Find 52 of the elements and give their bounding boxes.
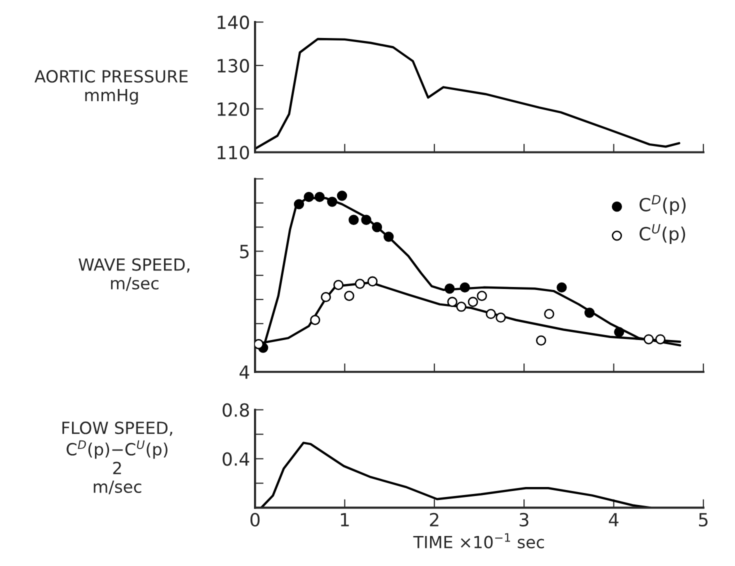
point (460, 282, 470, 293)
point (304, 192, 314, 202)
point (536, 335, 546, 346)
point (486, 308, 496, 320)
x-tick-label: 0 (250, 512, 260, 527)
point (556, 282, 567, 293)
text: FLOW SPEED, C$^{D}$(p)−C$^{U}$(p) 2 m/sec (62, 422, 172, 494)
legend-label: C$^{D}$(p) (640, 195, 686, 215)
point (361, 214, 372, 225)
point (496, 312, 506, 323)
point (444, 284, 455, 294)
point (333, 280, 344, 290)
y-tick-label: 130 (218, 58, 249, 73)
legend-label: C$^{U}$(p) (640, 224, 686, 244)
x-tick-label: 2 (430, 512, 438, 526)
x-tick-label: 1 (340, 513, 349, 526)
y-tick-label: 0.8 (222, 403, 249, 417)
y-tick-label: 120 (218, 102, 249, 116)
y-tick-label: 140 (218, 16, 249, 30)
point (354, 278, 366, 289)
point (314, 192, 325, 202)
point (310, 314, 320, 326)
x-tick-label: 4 (608, 513, 618, 526)
point (255, 339, 264, 350)
point (614, 326, 624, 338)
point (655, 334, 666, 344)
y-tick-label: 4 (240, 366, 250, 379)
point (320, 292, 331, 302)
point (476, 290, 487, 301)
point (372, 222, 382, 232)
point (344, 290, 354, 301)
point (584, 308, 595, 318)
point (644, 334, 654, 344)
point (294, 199, 304, 210)
y-tick-label: 0.4 (222, 452, 250, 466)
y-axis-title: WAVE SPEED, m/sec (78, 258, 190, 291)
point (544, 308, 554, 320)
point (348, 214, 359, 225)
y-tick-label: 5 (240, 244, 249, 258)
x-tick-label: 3 (520, 512, 528, 527)
point (468, 296, 478, 307)
point (336, 190, 348, 201)
line-series (255, 38, 680, 150)
x-tick-label: 5 (699, 513, 708, 527)
point (367, 276, 378, 286)
point (456, 302, 466, 312)
point (327, 196, 338, 207)
point (384, 232, 394, 242)
y-tick-label: 110 (218, 146, 249, 160)
x-axis-title: TIME ×10$^{−1}$ sec (413, 533, 544, 548)
y-axis-title: AORTIC PRESSURE mmHg (34, 70, 188, 105)
point (447, 296, 458, 307)
